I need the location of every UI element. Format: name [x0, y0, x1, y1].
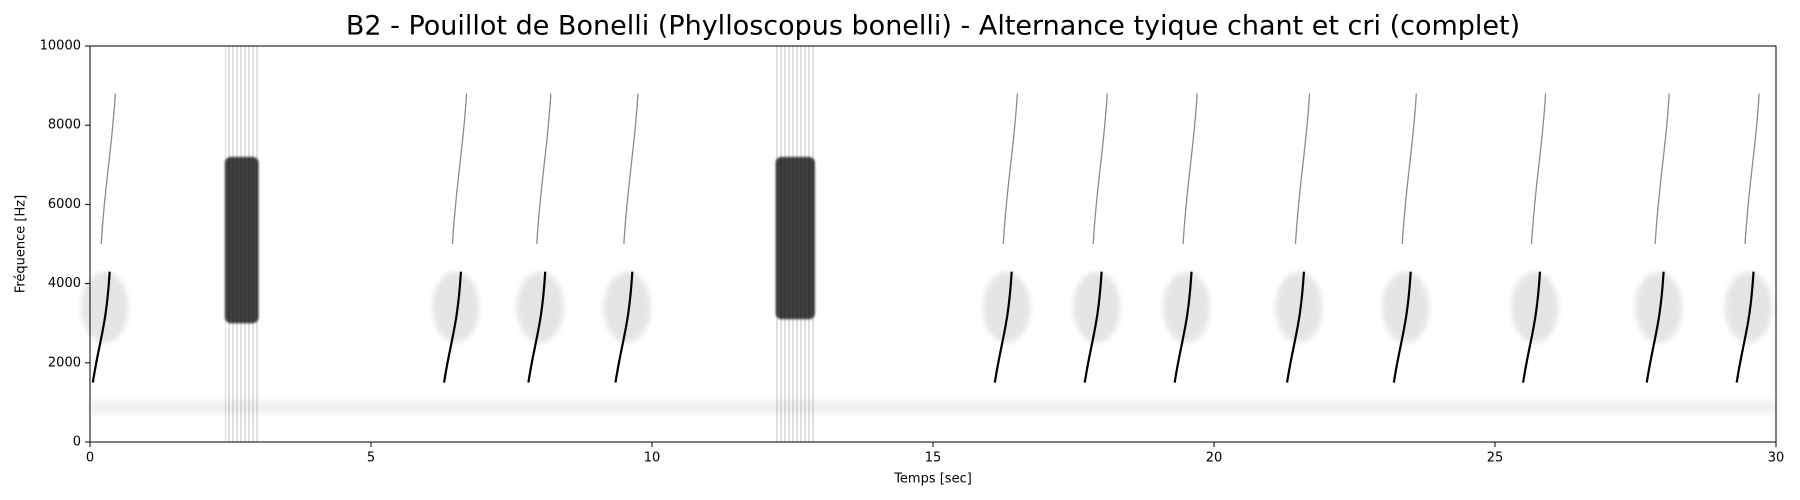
chirp-harmonic — [536, 93, 552, 245]
chirp-harmonic — [1401, 93, 1417, 245]
chirp-harmonic — [623, 93, 639, 245]
chirp — [1645, 271, 1665, 383]
chirp-harmonic — [1002, 93, 1018, 245]
x-tick-label: 15 — [925, 451, 942, 466]
y-tick-label: 2000 — [48, 355, 81, 370]
x-tick-label: 10 — [644, 451, 661, 466]
chirp — [1735, 271, 1755, 383]
x-tick-label: 25 — [1487, 451, 1504, 466]
chirp — [1173, 271, 1193, 383]
chirp-haze — [603, 271, 651, 343]
x-axis-label: Temps [sec] — [893, 472, 972, 487]
x-tick-label: 20 — [1206, 451, 1223, 466]
chirp — [91, 271, 111, 383]
chirp-harmonic — [1654, 93, 1670, 245]
chirp-harmonic — [1182, 93, 1198, 245]
chirp-harmonic — [1092, 93, 1108, 245]
chirp-haze — [1724, 271, 1773, 343]
chirp — [1392, 271, 1412, 383]
chirp — [1083, 271, 1103, 383]
chirp-haze — [1072, 271, 1121, 343]
chirp-harmonic — [451, 93, 468, 245]
y-tick-label: 8000 — [48, 118, 81, 133]
chirp — [1522, 271, 1542, 383]
noise-band — [90, 400, 1776, 414]
chirp-haze — [1511, 271, 1559, 343]
chirp-haze — [81, 271, 129, 343]
y-axis-label: Fréquence [Hz] — [14, 195, 29, 293]
chirp-harmonic — [1530, 93, 1547, 245]
y-tick-label: 10000 — [40, 39, 81, 54]
chart-title: B2 - Pouillot de Bonelli (Phylloscopus b… — [346, 11, 1520, 42]
plot-area — [81, 46, 1776, 442]
chirp-harmonic — [1744, 93, 1760, 245]
chirp-haze — [432, 271, 480, 343]
chirp-haze — [1634, 271, 1683, 343]
chirp — [1285, 271, 1306, 383]
chirp-haze — [1275, 271, 1323, 343]
chirp — [442, 271, 463, 383]
call-block — [775, 156, 815, 320]
x-tick-label: 30 — [1768, 451, 1785, 466]
y-tick-label: 6000 — [48, 197, 81, 212]
chirp-haze — [516, 271, 564, 343]
chirp-haze — [983, 271, 1031, 343]
chirp — [527, 271, 547, 383]
chirp-harmonic — [1294, 93, 1311, 245]
x-tick-label: 0 — [86, 451, 94, 466]
y-tick-label: 0 — [73, 435, 81, 450]
x-tick-label: 5 — [367, 451, 375, 466]
chirp-haze — [1162, 271, 1211, 343]
chirp — [614, 271, 634, 383]
call-block — [224, 156, 259, 324]
chirp-harmonic — [100, 93, 116, 245]
chirp — [993, 271, 1013, 383]
chirp-haze — [1382, 271, 1430, 343]
y-tick-label: 4000 — [48, 276, 81, 291]
